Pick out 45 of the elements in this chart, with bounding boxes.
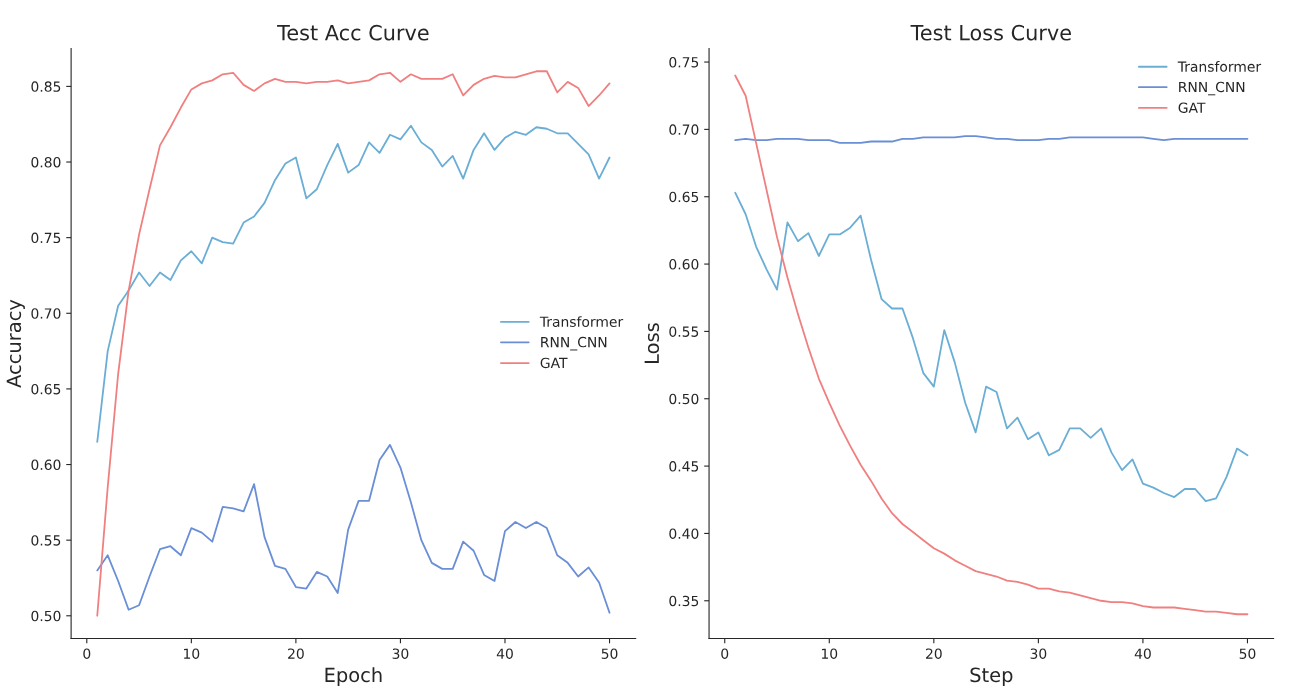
x-tick-label: 10 [184,648,200,659]
y-tick-label: 0.35 [669,595,699,607]
y-tick-label: 0.65 [669,191,699,203]
line-series [96,443,611,614]
y-tick-label: 0.40 [669,528,699,539]
x-tick-label: 0 [83,648,91,659]
line-series [734,135,1249,144]
y-tick-label: 0.55 [31,535,61,546]
line-series [734,74,1249,616]
y-tick-label: 0.75 [31,232,61,244]
y-tick-label: 0.60 [31,459,61,471]
x-tick-label: 20 [288,648,304,659]
y-tick-label: 0.55 [669,326,699,337]
y-tick-label: 0.70 [31,308,61,319]
legend-label: RNN_CNN [541,336,607,351]
legend-label: Transformer [539,316,624,327]
legend-label: RNN_CNN [1179,81,1245,96]
y-tick-label: 0.50 [669,393,699,405]
x-tick-label: 20 [926,648,942,659]
y-axis-title: Accuracy [6,299,25,388]
x-axis-title: Epoch [325,667,382,687]
y-tick-label: 0.50 [31,610,61,622]
x-tick-label: 40 [1134,648,1151,659]
x-axis-title: Step [970,667,1013,687]
x-tick-label: 30 [1030,648,1047,659]
y-tick-label: 0.80 [31,156,61,168]
x-tick-label: 40 [496,648,513,659]
y-tick-label: 0.75 [669,57,699,68]
line-series [734,191,1249,503]
legend-label: GAT [1178,102,1206,113]
chart-title: Test Acc Curve [277,24,429,41]
x-tick-label: 0 [721,648,729,659]
x-tick-label: 10 [821,648,838,659]
y-axis-title: Loss [644,323,660,363]
y-tick-label: 0.70 [669,124,699,135]
x-tick-label: 50 [1239,648,1256,659]
y-tick-label: 0.45 [669,461,699,472]
legend-label: Transformer [1177,61,1262,72]
chart-title: Test Loss Curve [910,24,1071,41]
legend-label: GAT [540,357,568,369]
y-tick-label: 0.85 [31,81,61,92]
y-tick-label: 0.60 [669,259,699,270]
y-tick-label: 0.65 [31,383,61,395]
x-tick-label: 30 [392,648,409,659]
x-tick-label: 50 [601,648,618,659]
